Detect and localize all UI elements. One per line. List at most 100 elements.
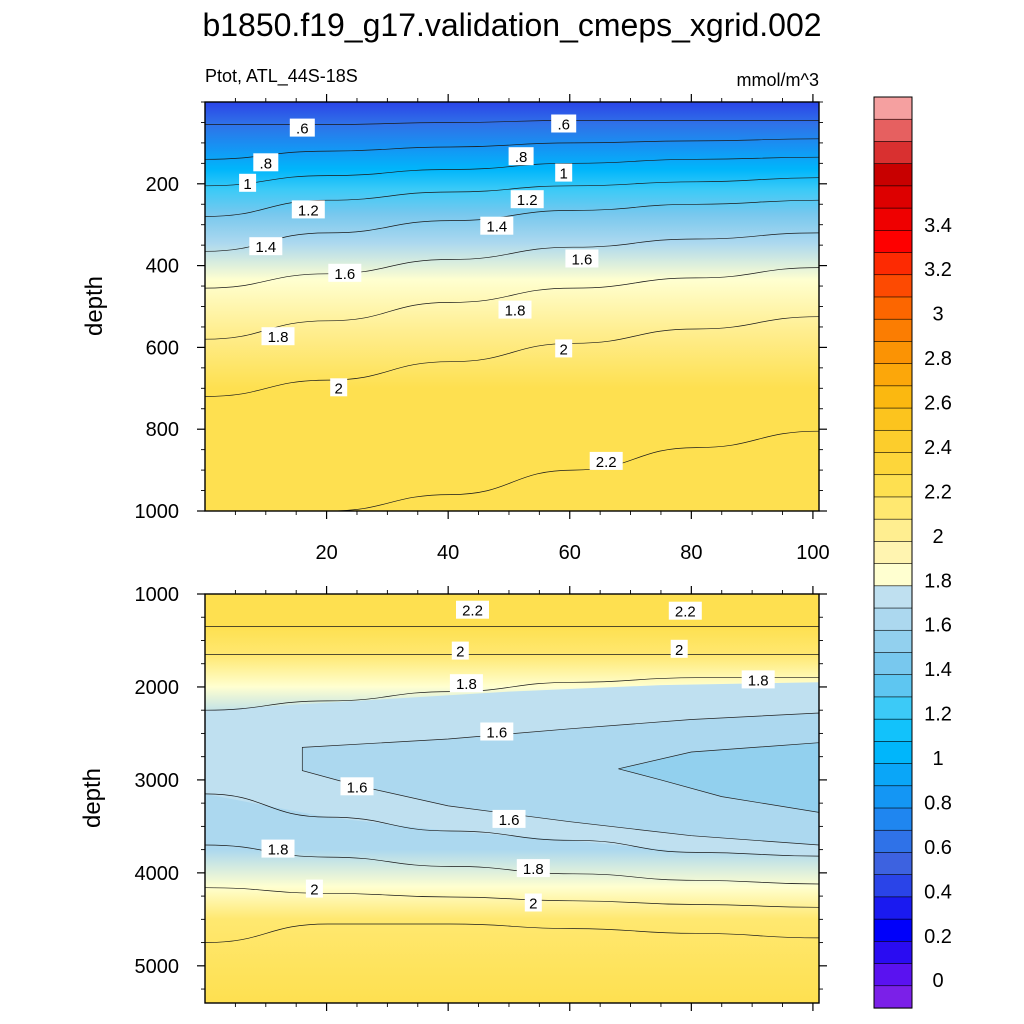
contour-label: 1.8 [261,839,295,859]
y-tick-label: 800 [146,419,179,441]
lower-contour-lines [205,626,819,943]
colorbar-swatch [873,785,913,809]
colorbar-tick-label: 3.2 [924,259,952,281]
contour-label: .8 [253,153,279,172]
contour-label: 2.2 [668,601,702,621]
contour-line [205,267,819,340]
colorbar-swatch [873,341,913,365]
contour-label: .6 [289,118,315,138]
colorbar: 0 0.2 0.4 0.6 0.8 1 1.2 1.4 1.6 1.8 2 2.2 2.4 2.6 2.8 3… [873,96,952,1009]
colorbar-swatch [873,429,913,454]
upper-subtitle-left: Ptot, ATL_44S-18S [205,66,358,87]
colorbar-swatch [873,741,913,765]
svg-text:1.2: 1.2 [517,192,538,209]
contour-label: .8 [508,147,534,166]
contour-label: 1.8 [498,300,532,320]
contour-label: 1.6 [492,809,526,829]
upper-y-axis-label: depth [81,276,108,336]
colorbar-tick-label: 0.6 [924,837,952,859]
contour-label: 2 [451,641,469,661]
y-tick-label: 600 [146,337,179,359]
svg-text:1.6: 1.6 [571,252,592,269]
svg-text:2.2: 2.2 [462,603,483,620]
contour-label: 1.6 [328,263,362,283]
svg-text:1.4: 1.4 [486,219,507,236]
svg-text:.8: .8 [260,155,273,172]
colorbar-swatch [873,141,913,165]
colorbar-swatch [873,563,913,587]
colorbar-swatch [873,407,913,431]
colorbar-swatch [873,763,913,787]
colorbar-swatch [873,607,913,631]
svg-text:.6: .6 [557,117,570,134]
lower-inner-core-water-body [618,742,819,813]
x-tick-label: 40 [437,542,459,564]
y-tick-label: 1000 [135,584,180,606]
svg-text:2: 2 [529,896,537,913]
colorbar-tick-label: 2.8 [924,348,952,370]
svg-text:2: 2 [335,380,343,397]
colorbar-swatch [873,829,913,854]
y-tick-label: 200 [146,174,179,196]
svg-text:1.8: 1.8 [268,329,289,346]
x-tick-label: 60 [559,542,581,564]
colorbar-swatch [873,674,913,698]
colorbar-swatch [873,118,913,143]
lower-axes: 1000 2000 3000 4000 5000 [135,584,827,1011]
contour-line [205,844,819,885]
svg-text:1.4: 1.4 [255,239,276,256]
svg-text:1: 1 [560,166,568,183]
colorbar-tick-label: 0.4 [924,881,952,903]
colorbar-swatch [873,807,913,831]
colorbar-swatch [873,207,913,231]
svg-text:2: 2 [560,341,568,358]
colorbar-swatch [873,318,913,343]
contour-label: 2 [305,879,323,899]
contour-label: 1.8 [449,674,483,693]
colorbar-swatch [873,896,913,920]
contour-line [205,793,819,857]
colorbar-swatch [873,985,913,1009]
colorbar-swatch [873,941,913,965]
colorbar-tick-label: 1.6 [924,615,952,637]
colorbar-swatch [873,385,913,409]
colorbar-frame [873,96,913,1009]
lower-contour-labels: 2.2 2.2 2 2 1.8 1.8 1.6 1.6 1.6 1.8 1.8 2 2 [261,600,775,913]
contour-label: 1 [555,163,573,183]
svg-text:2.2: 2.2 [596,454,617,471]
y-tick-label: 400 [146,256,179,278]
colorbar-tick-label: 1.8 [924,570,952,592]
colorbar-swatch [873,185,913,209]
colorbar-swatch [873,496,913,520]
colorbar-tick-label: 0 [932,970,943,992]
colorbar-swatch [873,629,913,654]
contour-label: 1.6 [480,722,514,742]
colorbar-tick-label: 1 [932,748,943,770]
contour-label: 1 [239,173,257,193]
contour-label: 1.4 [480,216,514,236]
svg-text:2: 2 [456,644,464,661]
lower-plot-frame [204,593,820,1004]
lower-panel: 2.2 2.2 2 2 1.8 1.8 1.6 1.6 1.6 1.8 1.8 2 2 1000 2000… [79,584,827,1011]
contour-label: 2 [670,639,688,659]
colorbar-swatch [873,918,913,942]
contour-line [205,138,819,160]
colorbar-swatch [873,474,913,498]
y-tick-label: 4000 [135,863,180,885]
contour-label: .6 [551,114,577,134]
upper-axes: 20 40 60 80 100 200 400 600 800 1000 [135,94,830,564]
svg-text:1.8: 1.8 [505,303,526,320]
colorbar-swatch [873,652,913,676]
lower-y-axis-label: depth [79,768,106,828]
upper-subtitle-right: mmol/m^3 [737,70,819,90]
colorbar-swatch [873,452,913,476]
colorbar-swatch [873,852,913,876]
colorbar-swatch [873,963,913,987]
x-tick-label: 100 [796,542,829,564]
svg-text:1.2: 1.2 [298,202,319,219]
contour-line [205,677,819,711]
upper-contour-labels: .6 .6 .8 .8 1 1 1.2 1.2 1.4 1.4 1.6 1.6 1.8 1.8 2 2 2.2 [239,114,623,471]
svg-text:1.8: 1.8 [456,676,477,693]
contour-label: 2.2 [589,451,623,471]
